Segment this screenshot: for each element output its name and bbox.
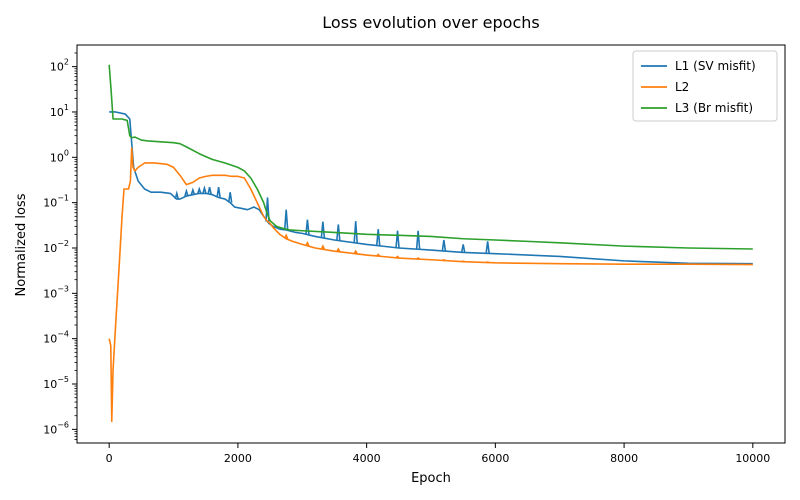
legend-box — [632, 50, 778, 122]
series-spike-1 — [376, 253, 381, 257]
chart-title: Loss evolution over epochs — [322, 13, 539, 32]
series-spike-0 — [283, 209, 289, 231]
axes-frame — [76, 44, 786, 444]
series-spike-0 — [207, 186, 212, 195]
series-spike-1 — [320, 244, 326, 250]
series-spike-1 — [485, 261, 490, 264]
series-spike-0 — [174, 190, 180, 200]
series-spike-0 — [190, 187, 196, 195]
series-spike-1 — [395, 255, 400, 259]
series-spike-0 — [197, 186, 202, 194]
plot-area — [108, 64, 753, 423]
series-line-2 — [108, 64, 753, 250]
x-tick-label: 4000 — [353, 452, 381, 465]
series-spike-1 — [336, 247, 341, 253]
y-axis-label: Normalized loss — [14, 193, 29, 296]
series-spike-0 — [353, 221, 358, 243]
legend-label: L2 — [675, 80, 689, 94]
x-tick-label: 0 — [106, 452, 113, 465]
x-axis-label: Epoch — [411, 471, 451, 486]
series-spike-0 — [202, 185, 207, 194]
legend: L1 (SV misfit) L2 L3 (Br misfit) — [632, 50, 778, 122]
series-spike-0 — [415, 230, 421, 250]
series-spike-1 — [283, 233, 289, 240]
x-tick-label: 10000 — [735, 452, 770, 465]
series-spike-1 — [442, 258, 446, 262]
x-tick-label: 8000 — [610, 452, 638, 465]
series-spike-0 — [227, 192, 233, 203]
x-axis-ticks: 0 2000 4000 6000 8000 10000 — [106, 443, 770, 465]
series-line-1 — [108, 147, 753, 423]
series-spike-0 — [336, 224, 341, 241]
series-spike-0 — [441, 239, 447, 252]
series-spike-0 — [460, 244, 466, 253]
series-spike-0 — [395, 230, 400, 248]
series-spike-0 — [184, 188, 189, 197]
legend-label: L1 (SV misfit) — [675, 59, 756, 73]
x-tick-label: 2000 — [224, 452, 252, 465]
series-spike-0 — [216, 187, 221, 198]
series-line-0 — [109, 111, 753, 265]
series-spike-0 — [305, 219, 310, 235]
series-spike-1 — [416, 257, 421, 260]
series-spike-0 — [375, 229, 381, 246]
x-tick-label: 6000 — [481, 452, 509, 465]
series-spike-1 — [305, 241, 310, 247]
legend-label: L3 (Br misfit) — [675, 101, 753, 115]
series-spike-1 — [353, 249, 358, 255]
series-spike-0 — [485, 241, 490, 254]
